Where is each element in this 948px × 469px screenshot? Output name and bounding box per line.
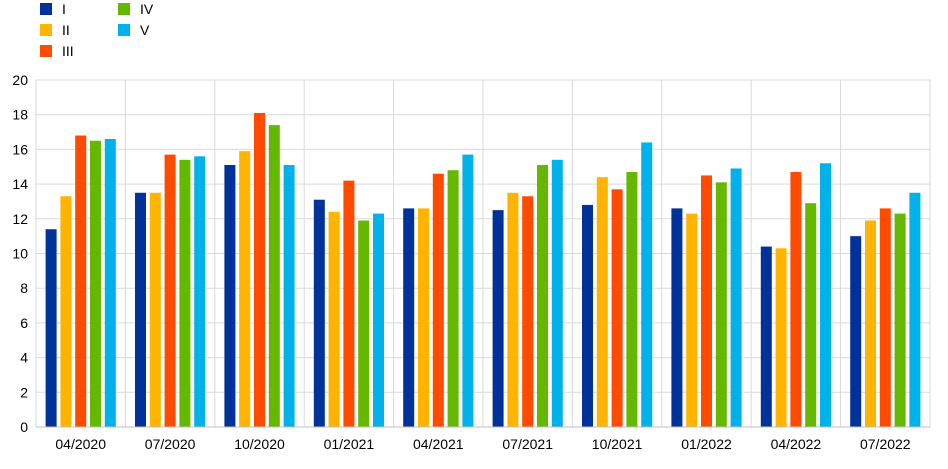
bar <box>418 208 429 427</box>
x-tick-label: 07/2022 <box>860 436 911 452</box>
bar <box>343 180 355 427</box>
y-tick-label: 2 <box>20 384 28 400</box>
legend-swatch <box>40 45 52 57</box>
y-tick-label: 0 <box>20 419 28 435</box>
bar <box>715 182 727 427</box>
bar <box>879 208 891 427</box>
bar <box>760 246 772 427</box>
legend-label: III <box>62 43 74 59</box>
x-tick-label: 01/2021 <box>324 436 375 452</box>
x-tick-label: 01/2022 <box>681 436 732 452</box>
x-tick-label: 07/2021 <box>502 436 553 452</box>
bar <box>850 236 862 427</box>
bar <box>522 196 534 427</box>
legend-label: IV <box>140 1 154 17</box>
bar <box>701 175 712 427</box>
axes: 0 2 4 6 8 10 12 14 16 18 20 04/2020 07/2020 10/2020 01… <box>12 72 930 452</box>
bar <box>775 248 787 427</box>
bar <box>194 156 206 427</box>
bar <box>432 173 444 427</box>
bar <box>730 168 742 428</box>
bar <box>149 192 161 427</box>
bar <box>90 140 101 427</box>
legend-swatch <box>118 24 130 36</box>
bar <box>686 213 698 427</box>
x-tick-label: 10/2020 <box>234 436 285 452</box>
bar <box>313 199 325 427</box>
legend-item: IV <box>118 1 154 17</box>
bar <box>909 192 921 427</box>
bar <box>492 210 504 427</box>
x-tick-label: 07/2020 <box>145 436 196 452</box>
y-tick-label: 12 <box>12 211 28 227</box>
y-tick-label: 18 <box>12 107 28 123</box>
bar <box>582 204 593 427</box>
y-tick-label: 14 <box>12 176 28 192</box>
bar <box>447 170 459 427</box>
legend-label: I <box>62 1 66 17</box>
x-tick-label: 04/2021 <box>413 436 464 452</box>
bar <box>164 154 176 428</box>
bar <box>239 151 251 427</box>
bar <box>60 196 72 427</box>
legend-label: II <box>62 22 70 38</box>
y-tick-label: 6 <box>20 315 28 331</box>
bar <box>104 138 116 428</box>
y-tick-label: 16 <box>12 141 28 157</box>
x-tick-label: 10/2021 <box>592 436 643 452</box>
bar <box>45 229 57 427</box>
bar <box>373 213 384 427</box>
bar <box>671 208 683 427</box>
bar <box>894 213 906 427</box>
bar <box>611 189 623 427</box>
bar <box>507 192 519 427</box>
legend-label: V <box>140 22 150 38</box>
bar <box>596 177 608 427</box>
x-tick-label: 04/2022 <box>771 436 822 452</box>
legend-swatch <box>118 3 130 15</box>
bar <box>75 135 87 427</box>
legend-item: III <box>40 43 74 59</box>
x-tick-label: 04/2020 <box>55 436 106 452</box>
bar <box>537 165 548 427</box>
bar <box>462 154 474 428</box>
bar <box>224 165 236 427</box>
bar <box>641 142 653 427</box>
bars <box>45 112 921 428</box>
bar <box>268 125 280 428</box>
bar <box>626 171 638 427</box>
legend-item: V <box>118 22 150 38</box>
y-tick-label: 10 <box>12 246 28 262</box>
bar <box>254 112 265 427</box>
bar <box>805 203 817 427</box>
legend-item: I <box>40 1 66 17</box>
legend-item: II <box>40 22 70 38</box>
bar <box>179 159 191 427</box>
bar <box>790 171 802 427</box>
bar <box>820 163 831 427</box>
legend-swatch <box>40 3 52 15</box>
bar <box>283 165 295 427</box>
bar <box>865 220 876 427</box>
bar <box>403 208 415 427</box>
bar <box>328 211 340 427</box>
y-tick-label: 8 <box>20 280 28 296</box>
y-tick-label: 4 <box>20 350 28 366</box>
bar <box>358 220 370 427</box>
bar <box>135 192 146 427</box>
bar <box>551 159 563 427</box>
y-tick-label: 20 <box>12 72 28 88</box>
legend-swatch <box>40 24 52 36</box>
